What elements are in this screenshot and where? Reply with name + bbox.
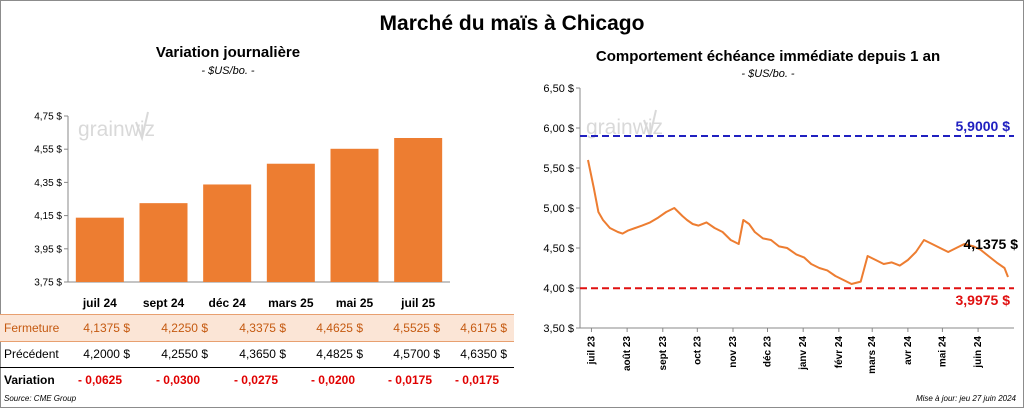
- table-cell: 4,3375 $: [239, 321, 286, 335]
- x-tick-label: déc 23: [763, 336, 774, 368]
- high-value-label: 5,9000 $: [956, 118, 1011, 134]
- x-tick-label: nov 23: [728, 336, 739, 368]
- bar: [330, 148, 379, 282]
- x-tick-label: sept 24: [143, 296, 185, 310]
- x-tick-label: juil 24: [82, 296, 117, 310]
- x-tick-label: mai 24: [937, 336, 948, 368]
- row-label: Précédent: [4, 347, 59, 361]
- x-tick-label: oct 23: [692, 336, 703, 365]
- table-cell: - 0,0300: [155, 373, 200, 387]
- y-tick-label: 4,35 $: [34, 178, 62, 189]
- source-note: Source: CME Group: [4, 394, 77, 403]
- update-note: Mise à jour: jeu 27 juin 2024: [915, 394, 1016, 403]
- table-row-close: Fermeture 4,1375 $ 4,2250 $ 4,3375 $ 4,4…: [0, 314, 514, 342]
- bar: [266, 163, 315, 282]
- table-cell: - 0,0175: [454, 373, 499, 387]
- x-tick-label: mai 25: [336, 296, 374, 310]
- x-tick-label: juin 24: [973, 336, 984, 369]
- table-cell: - 0,0275: [233, 373, 278, 387]
- table-row-variation: Variation - 0,0625 - 0,0300 - 0,0275 - 0…: [0, 367, 514, 393]
- x-tick-label: avr 24: [903, 336, 914, 365]
- table-cell: 4,3650 $: [239, 347, 286, 361]
- x-tick-label: juil 23: [586, 336, 597, 366]
- x-tick-label: févr 24: [834, 336, 845, 369]
- y-tick-label: 6,00 $: [543, 123, 574, 135]
- y-tick-label: 4,00 $: [543, 283, 574, 295]
- y-tick-label: 4,50 $: [543, 243, 574, 255]
- bar: [139, 203, 188, 282]
- table-cell: 4,5525 $: [393, 321, 440, 335]
- x-tick-label: août 23: [622, 336, 633, 371]
- page-title: Marché du maïs à Chicago: [379, 12, 645, 35]
- y-tick-label: 5,00 $: [543, 203, 574, 215]
- table-cell: - 0,0200: [310, 373, 355, 387]
- table-cell: 4,4825 $: [316, 347, 363, 361]
- y-tick-label: 5,50 $: [543, 163, 574, 175]
- table-cell: 4,4625 $: [316, 321, 363, 335]
- table-cell: 4,1375 $: [83, 321, 130, 335]
- table-cell: 4,2000 $: [83, 347, 130, 361]
- row-label: Fermeture: [4, 321, 60, 335]
- bar-chart-title: Variation journalière: [155, 44, 301, 61]
- row-label: Variation: [4, 373, 55, 387]
- last-value-label: 4,1375 $: [964, 236, 1019, 252]
- x-tick-label: janv 24: [798, 336, 809, 371]
- bar: [394, 137, 443, 282]
- watermark-logo: grainwiz: [78, 111, 155, 142]
- y-tick-label: 4,75 $: [34, 112, 62, 123]
- table-cell: 4,2250 $: [161, 321, 208, 335]
- bar-chart-unit: - $US/bo. -: [201, 65, 255, 77]
- table-cell: - 0,0625: [77, 373, 122, 387]
- low-value-label: 3,9975 $: [956, 292, 1011, 308]
- watermark-logo: grainwiz: [586, 109, 663, 140]
- watermark-text: grainwiz: [78, 118, 155, 141]
- price-line: [587, 159, 1009, 285]
- y-tick-label: 6,50 $: [543, 83, 574, 95]
- watermark-check: [135, 111, 149, 142]
- x-tick-label: juil 25: [400, 296, 435, 310]
- y-tick-label: 3,95 $: [34, 244, 62, 255]
- table-cell: 4,6175 $: [460, 321, 507, 335]
- line-chart-title: Comportement échéance immédiate depuis 1…: [595, 48, 941, 65]
- y-tick-label: 3,75 $: [34, 278, 62, 289]
- table-cell: 4,5700 $: [393, 347, 440, 361]
- table-row-previous: Précédent 4,2000 $ 4,2550 $ 4,3650 $ 4,4…: [0, 341, 514, 368]
- y-tick-label: 3,50 $: [543, 323, 574, 335]
- table-cell: 4,6350 $: [460, 347, 507, 361]
- price-table: Fermeture 4,1375 $ 4,2250 $ 4,3375 $ 4,4…: [0, 314, 514, 392]
- table-cell: 4,2550 $: [161, 347, 208, 361]
- x-tick-label: mars 25: [268, 296, 314, 310]
- y-tick-label: 4,15 $: [34, 211, 62, 222]
- x-tick-label: déc 24: [208, 296, 246, 310]
- bar: [203, 184, 252, 282]
- x-tick-label: sept 23: [658, 336, 669, 371]
- bar: [75, 217, 124, 282]
- y-tick-label: 4,55 $: [34, 145, 62, 156]
- table-cell: - 0,0175: [387, 373, 432, 387]
- watermark-text: grainwiz: [586, 116, 663, 139]
- x-tick-label: mars 24: [867, 336, 878, 374]
- line-chart-unit: - $US/bo. -: [741, 68, 795, 80]
